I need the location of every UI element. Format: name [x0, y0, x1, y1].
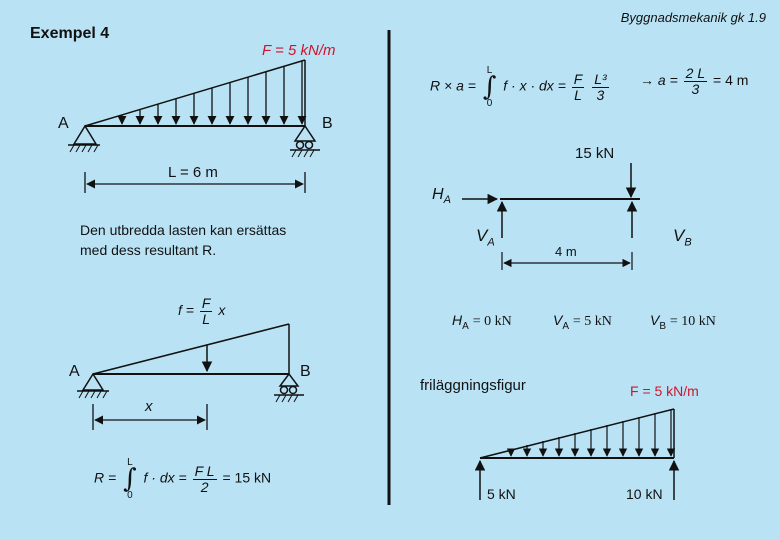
- moment-lhs: R × a =: [430, 77, 476, 94]
- moment-integrand: f · x · dx =: [503, 77, 566, 94]
- fb-va-label: VA: [476, 226, 495, 249]
- beam1-figure: [68, 59, 320, 193]
- beam1-support-a-label: A: [58, 115, 69, 132]
- integral-sign: ∫: [123, 464, 137, 494]
- frilagg-caption: friläggningsfigur: [420, 377, 526, 394]
- beam1-load-slope: [84, 59, 306, 127]
- moment-frac1: F L: [571, 70, 585, 103]
- beam1-load-arrows: [117, 61, 307, 125]
- lever-arm-lhs: a =: [657, 72, 678, 89]
- implies-arrow-icon: →: [640, 72, 654, 89]
- frilagg-load-label: F = 5 kN/m: [630, 383, 699, 399]
- moment-frac2-num: L³: [592, 70, 609, 88]
- resultant-value: = 15 kN: [222, 469, 272, 486]
- result-ha: HA = 0 kN: [452, 312, 512, 332]
- beam2-support-pin: [77, 372, 109, 399]
- resultant-fraction: F L 2: [192, 462, 217, 495]
- fb-force-label: 15 kN: [575, 145, 615, 162]
- beam1-load-label: F = 5 kN/m: [262, 42, 336, 59]
- fb-ha-label: HA: [432, 186, 451, 207]
- course-header: Byggnadsmekanik gk 1.9: [620, 10, 766, 25]
- fb-distance-label: 4 m: [555, 244, 577, 259]
- beam2-support-roller: [274, 372, 304, 403]
- moment-int-top: L: [486, 65, 493, 76]
- beam2-f-num: F: [199, 295, 213, 312]
- resultant-formula: R = L ∫ 0 f · dx = F L 2 = 15 kN: [94, 457, 272, 501]
- moment-frac1-den: L: [574, 86, 582, 103]
- fb-vb-label: VB: [673, 226, 692, 249]
- note-text: Den utbredda lasten kan ersättas med des…: [80, 220, 286, 260]
- resultant-frac-num: F L: [192, 462, 217, 480]
- beam1-length-label: L = 6 m: [168, 164, 218, 181]
- beam2-support-a-label: A: [69, 363, 80, 380]
- moment-integral: L ∫ 0: [482, 65, 497, 109]
- resultant-frac-den: 2: [200, 478, 209, 495]
- lever-arm-den: 3: [691, 81, 700, 97]
- note-line-2: med dess resultant R.: [80, 242, 217, 258]
- beam2-figure: [77, 323, 304, 430]
- frilagg-right-label: 10 kN: [626, 486, 663, 502]
- result-vb: VB = 10 kN: [650, 312, 716, 332]
- lever-arm-fraction: 2 L 3: [683, 65, 708, 97]
- beam2-dimension: [92, 404, 208, 430]
- lever-arm-value: = 4 m: [713, 72, 749, 89]
- beam2-f-den: L: [202, 311, 211, 327]
- beam2-support-b-label: B: [300, 363, 311, 380]
- beam2-x-label: x: [145, 398, 153, 415]
- resultant-lhs: R =: [94, 469, 117, 486]
- result-va: VA = 5 kN: [553, 312, 612, 332]
- moment-frac2: L³ 3: [592, 70, 609, 103]
- freebody-figure: [462, 163, 640, 270]
- moment-frac1-num: F: [571, 70, 585, 88]
- moment-frac2-den: 3: [596, 86, 605, 103]
- lever-arm-formula: → a = 2 L 3 = 4 m: [640, 66, 748, 97]
- example-title: Exempel 4: [30, 25, 110, 42]
- beam2-f-fraction: F L: [199, 295, 213, 327]
- beam1-dimension: [84, 172, 306, 193]
- resultant-integrand: f · dx =: [143, 469, 187, 486]
- frilagg-figure: [474, 408, 680, 500]
- moment-formula: R × a = L ∫ 0 f · x · dx = F L L³ 3: [430, 65, 611, 109]
- beam2-f-x: x: [218, 302, 226, 319]
- integral-sign: ∫: [482, 72, 497, 102]
- beam2-f-lhs: f =: [178, 302, 194, 319]
- beam1-support-roller: [290, 124, 320, 158]
- beam2-load-slope: [92, 323, 290, 375]
- frilagg-left-label: 5 kN: [487, 486, 516, 502]
- note-line-1: Den utbredda lasten kan ersättas: [80, 222, 287, 238]
- resultant-int-top: L: [127, 457, 133, 468]
- resultant-integral: L ∫ 0: [123, 457, 137, 501]
- resultant-int-bot: 0: [127, 490, 133, 501]
- fr-load-slope: [479, 408, 675, 459]
- fr-load-arrows: [506, 410, 676, 457]
- moment-int-bot: 0: [486, 98, 493, 109]
- beam1-support-pin: [68, 124, 100, 153]
- beam2-f-formula: f = F L x: [178, 296, 225, 327]
- lever-arm-num: 2 L: [683, 65, 708, 82]
- beam1-support-b-label: B: [322, 115, 333, 132]
